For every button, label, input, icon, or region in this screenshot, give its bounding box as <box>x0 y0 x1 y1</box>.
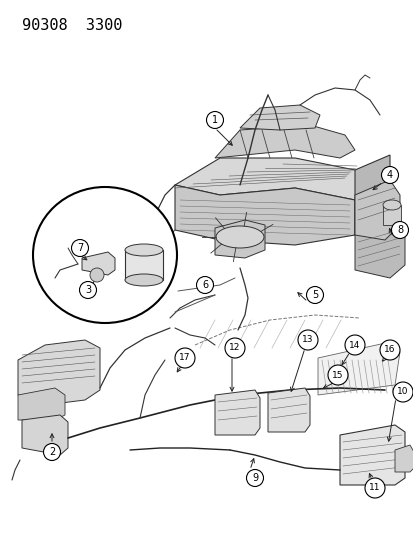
Polygon shape <box>317 342 399 395</box>
Circle shape <box>196 277 213 294</box>
Circle shape <box>43 443 60 461</box>
Text: 16: 16 <box>383 345 395 354</box>
Polygon shape <box>82 252 115 275</box>
Circle shape <box>224 338 244 358</box>
Polygon shape <box>354 155 389 235</box>
Text: 7: 7 <box>77 243 83 253</box>
Text: 5: 5 <box>311 290 317 300</box>
Polygon shape <box>267 388 309 432</box>
Circle shape <box>327 365 347 385</box>
Polygon shape <box>214 390 259 435</box>
Circle shape <box>90 268 104 282</box>
Circle shape <box>175 348 195 368</box>
Polygon shape <box>240 105 319 130</box>
Polygon shape <box>18 340 100 405</box>
Circle shape <box>364 478 384 498</box>
Ellipse shape <box>216 226 263 248</box>
Text: 90308  3300: 90308 3300 <box>22 18 122 33</box>
Polygon shape <box>214 220 264 258</box>
Polygon shape <box>18 388 65 420</box>
Text: 10: 10 <box>396 387 408 397</box>
Polygon shape <box>382 205 400 225</box>
Circle shape <box>391 222 408 238</box>
Polygon shape <box>354 218 404 278</box>
Polygon shape <box>214 125 354 158</box>
Circle shape <box>71 239 88 256</box>
Text: 17: 17 <box>179 353 190 362</box>
Ellipse shape <box>382 200 400 210</box>
Ellipse shape <box>125 274 163 286</box>
Text: 6: 6 <box>202 280 208 290</box>
Text: 14: 14 <box>349 341 360 350</box>
Polygon shape <box>394 445 413 472</box>
Circle shape <box>79 281 96 298</box>
Circle shape <box>306 287 323 303</box>
Circle shape <box>206 111 223 128</box>
Circle shape <box>380 166 398 183</box>
Text: 4: 4 <box>386 170 392 180</box>
Text: 12: 12 <box>229 343 240 352</box>
Text: 15: 15 <box>332 370 343 379</box>
Ellipse shape <box>125 244 163 256</box>
Text: 13: 13 <box>301 335 313 344</box>
Text: 3: 3 <box>85 285 91 295</box>
Text: 8: 8 <box>396 225 402 235</box>
Ellipse shape <box>33 187 177 323</box>
Text: 9: 9 <box>252 473 257 483</box>
Polygon shape <box>175 158 369 200</box>
Polygon shape <box>22 415 68 455</box>
Polygon shape <box>175 185 354 245</box>
Circle shape <box>379 340 399 360</box>
Text: 2: 2 <box>49 447 55 457</box>
Circle shape <box>297 330 317 350</box>
Text: 1: 1 <box>211 115 218 125</box>
Text: 11: 11 <box>368 483 380 492</box>
Polygon shape <box>354 180 399 240</box>
Polygon shape <box>339 425 404 485</box>
Circle shape <box>392 382 412 402</box>
Circle shape <box>246 470 263 487</box>
Polygon shape <box>125 250 163 280</box>
Circle shape <box>344 335 364 355</box>
